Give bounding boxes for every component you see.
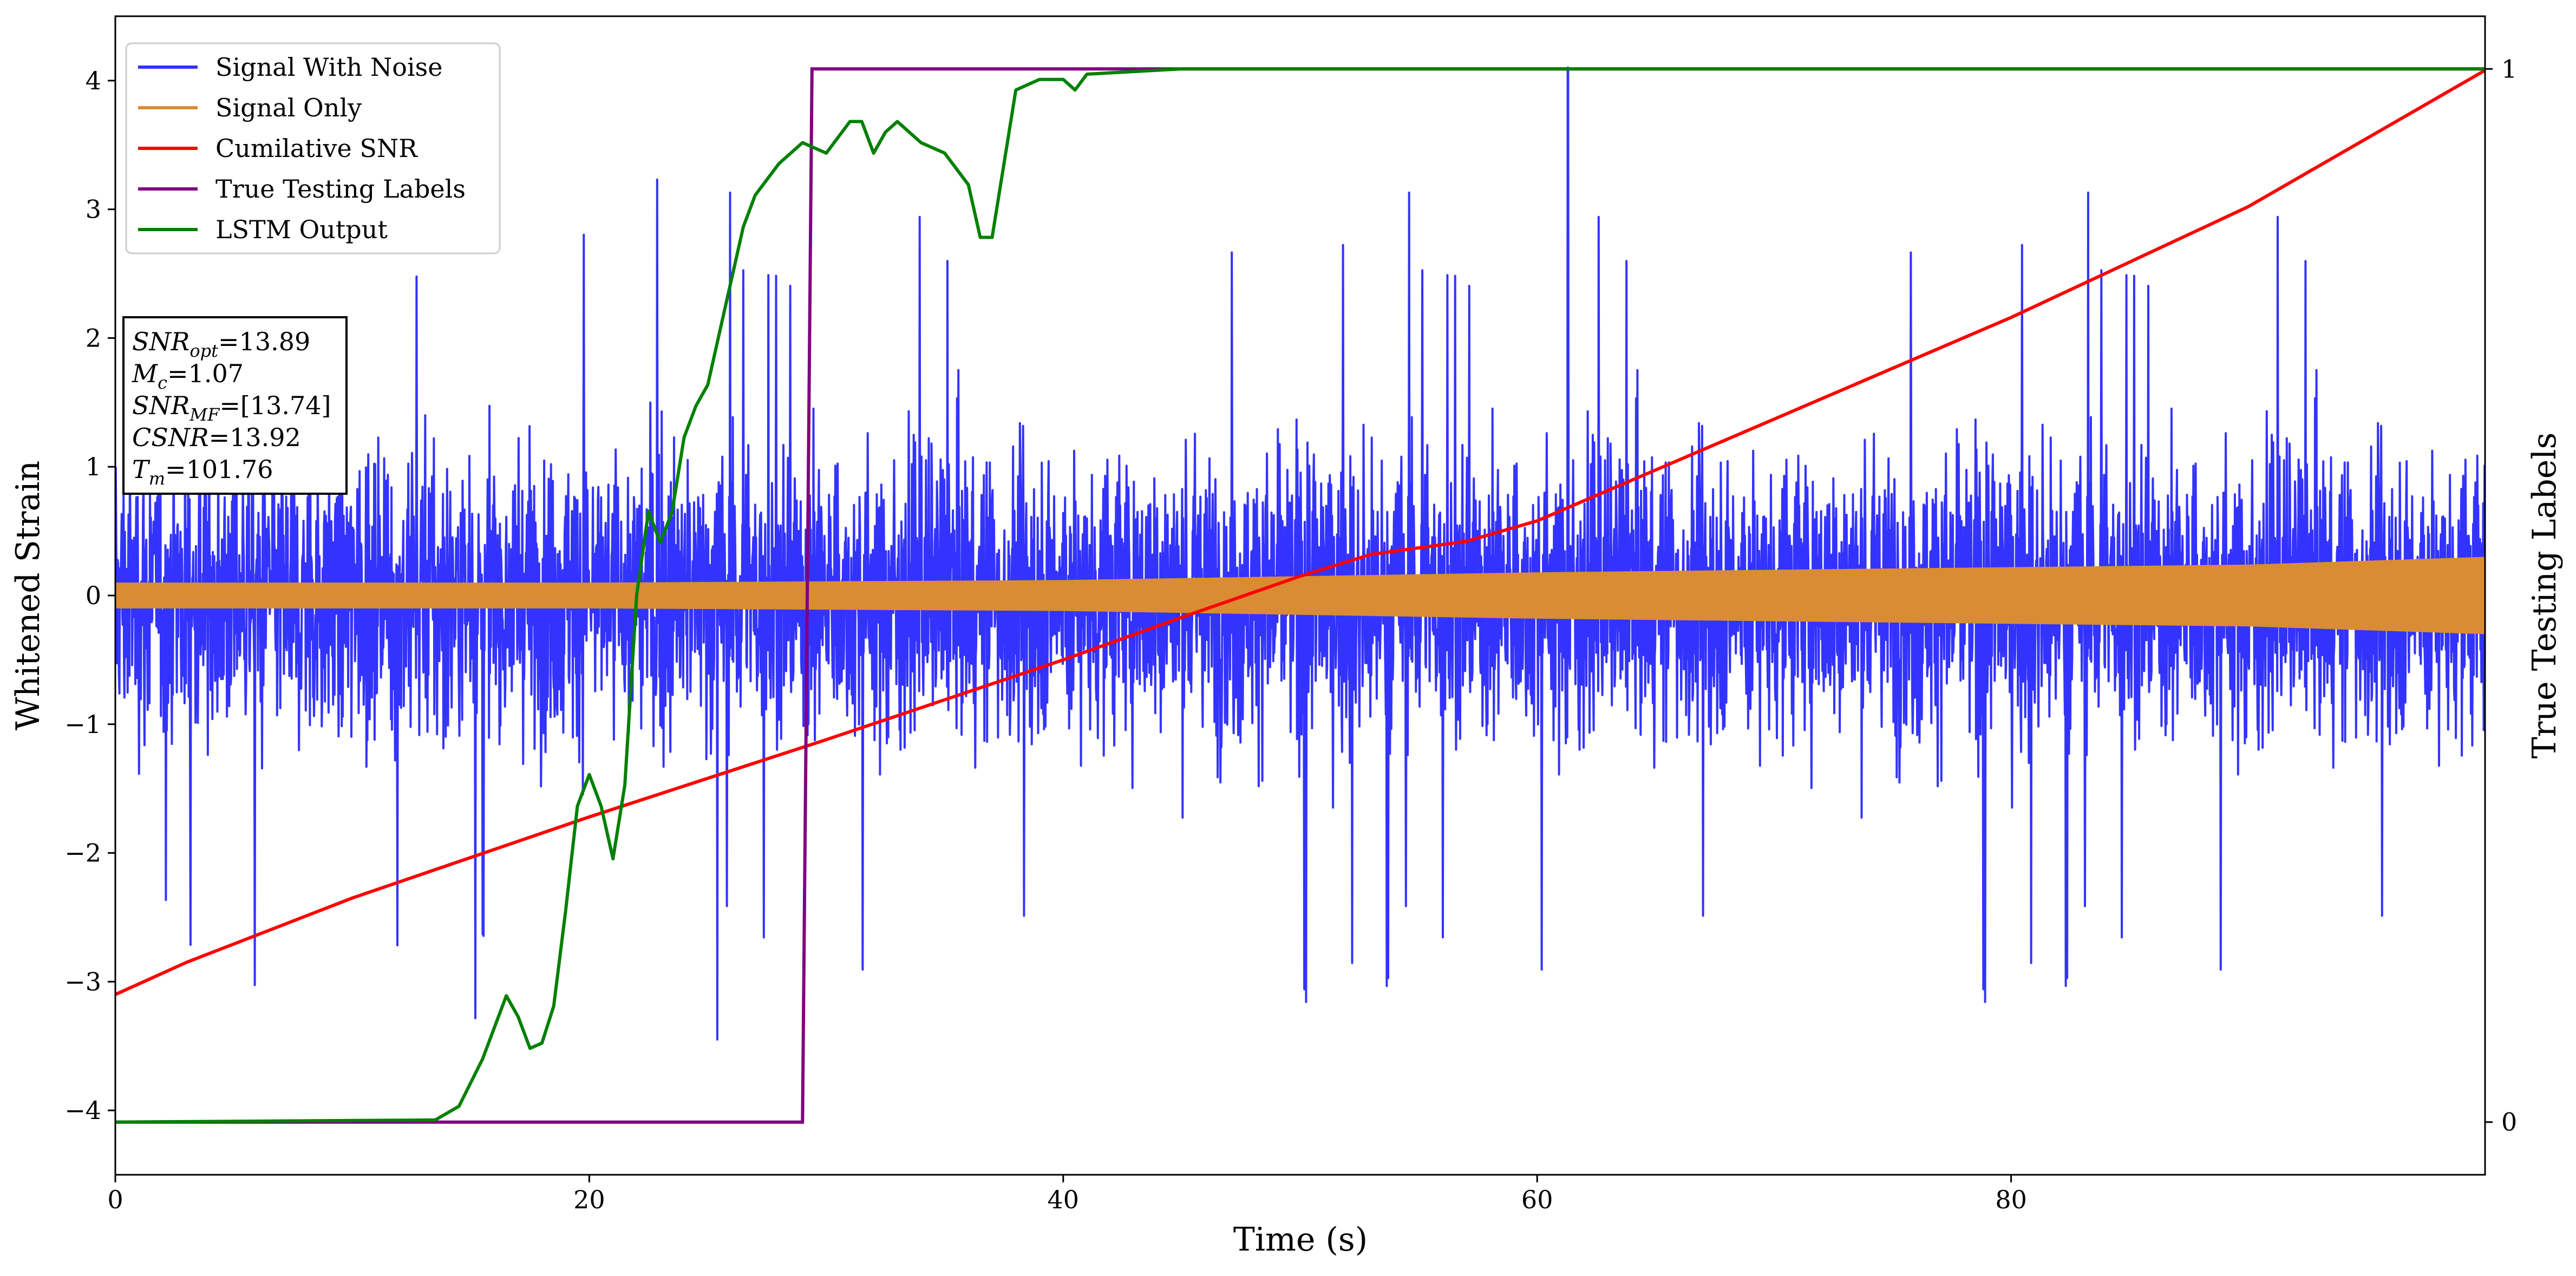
y-tick-label: 4 <box>86 66 101 95</box>
legend-label-signal-only: Signal Only <box>215 93 362 122</box>
annotation-csnr: CSNR=13.92 <box>132 423 301 452</box>
x-tick-label: 60 <box>1521 1185 1553 1214</box>
y-axis-label-right: True Testing Labels <box>2526 433 2564 759</box>
y-right-tick-label: 1 <box>2501 54 2517 83</box>
series-lstm-output-line <box>115 67 2485 1124</box>
y-tick-label: 3 <box>86 195 101 224</box>
annotation-snr-mf: SNRMF=[13.74] <box>132 391 331 425</box>
x-tick-label: 0 <box>107 1185 123 1214</box>
y-tick-label: −2 <box>64 839 101 868</box>
legend-label-lstm-output: LSTM Output <box>215 215 388 244</box>
legend-label-cumilative-snr: Cumilative SNR <box>215 134 418 163</box>
annotation-box: SNRopt=13.89 Mc=1.07 SNRMF=[13.74] CSNR=… <box>122 316 348 495</box>
y-tick-label: −4 <box>64 1096 101 1125</box>
x-tick-label: 80 <box>1995 1185 2027 1214</box>
legend-label-true-testing-labels: True Testing Labels <box>215 174 466 204</box>
y-tick-label: 2 <box>86 323 101 352</box>
series-cumilative-snr-line <box>115 69 2485 996</box>
legend-label-signal-with-noise: Signal With Noise <box>215 53 442 82</box>
annotation-frame <box>122 316 348 495</box>
y-tick-label: 0 <box>86 581 101 610</box>
legend: Signal With Noise Signal Only Cumilative S… <box>125 42 501 254</box>
y-tick-label: 1 <box>86 452 101 481</box>
y-tick-label: −3 <box>64 967 101 996</box>
y-right-tick-label: 0 <box>2501 1108 2517 1137</box>
x-tick-label: 20 <box>573 1185 605 1214</box>
annotation-tm: Tm=101.76 <box>132 455 273 489</box>
annotation-snr-opt: SNRopt=13.89 <box>132 327 310 361</box>
annotation-mc: Mc=1.07 <box>132 359 244 393</box>
x-axis-label: Time (s) <box>1233 1221 1368 1259</box>
x-tick-label: 40 <box>1048 1185 1080 1214</box>
y-tick-label: −1 <box>64 710 101 739</box>
y-axis-label-left: Whitened Strain <box>9 461 47 730</box>
legend-box <box>125 42 501 254</box>
